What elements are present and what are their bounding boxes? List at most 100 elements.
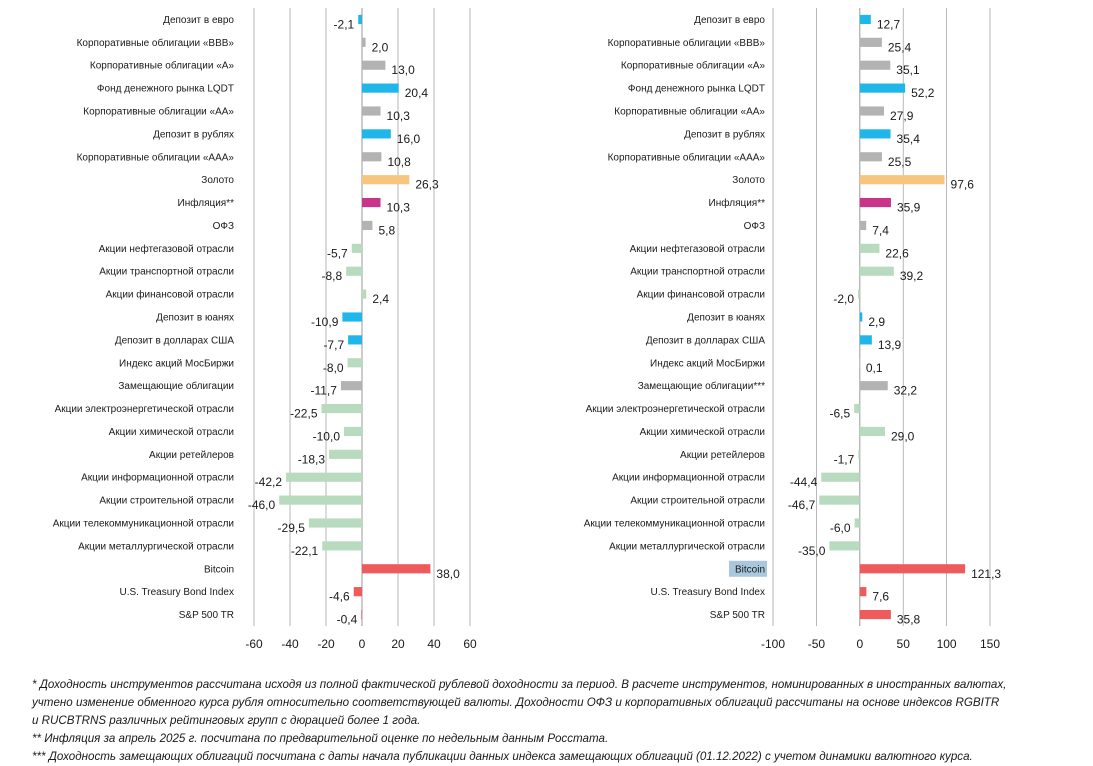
bar [859, 60, 891, 70]
value-label: -7,7 [323, 338, 344, 352]
category-label: Депозит в евро [694, 15, 765, 26]
category-label: Фонд денежного рынка LQDT [628, 84, 765, 95]
bar [362, 197, 381, 208]
value-label: -22,1 [291, 544, 319, 558]
value-label: -2,0 [833, 292, 854, 306]
value-label: 10,3 [387, 201, 411, 215]
category-highlight [729, 560, 767, 577]
category-label: Инфляция** [178, 197, 235, 209]
x-tick-label: 60 [463, 637, 477, 651]
x-tick-label: -100 [761, 637, 785, 651]
value-label: -35,0 [798, 544, 826, 558]
value-label: -6,0 [830, 521, 851, 535]
bar [859, 564, 966, 574]
bar [362, 152, 382, 162]
category-label: S&P 500 TR [179, 610, 234, 621]
category-label: Акции информационной отрасли [612, 472, 765, 484]
bar [329, 449, 362, 459]
value-label: -22,5 [290, 407, 318, 421]
footnote-line: *** Доходность замещающих облигаций посч… [32, 750, 973, 763]
category-label: Депозит в евро [163, 15, 234, 26]
bar [854, 403, 860, 414]
category-label: Корпоративные облигации «АА» [83, 106, 234, 118]
bar [859, 197, 891, 208]
bar [859, 243, 880, 253]
value-label: -0,4 [337, 613, 358, 627]
value-label: -44,4 [790, 475, 818, 489]
category-label: Инфляция** [709, 197, 766, 209]
bar [859, 83, 906, 93]
category-label: Акции металлургической отрасли [609, 541, 765, 552]
bar [362, 564, 431, 574]
bar [286, 472, 362, 482]
category-label: Золото [201, 175, 234, 186]
category-label: Акции электроэнергетической отрасли [55, 404, 234, 415]
x-tick-label: 100 [937, 637, 957, 651]
bar [344, 426, 362, 437]
category-label: Замещающие облигации*** [638, 380, 765, 392]
value-label: -10,0 [313, 429, 341, 443]
value-label: 13,9 [878, 338, 902, 352]
x-tick-label: -40 [281, 637, 299, 651]
value-label: 25,5 [888, 155, 912, 169]
category-label: Bitcoin [735, 564, 765, 575]
x-tick-label: 20 [391, 637, 405, 651]
bar [346, 266, 362, 276]
category-label: Корпоративные облигации «ААА» [77, 151, 235, 163]
x-tick-label: 50 [897, 637, 911, 651]
bar [819, 495, 860, 505]
footnotes: * Доходность инструментов рассчитана исх… [32, 676, 1072, 766]
category-label: Депозит в юанях [156, 313, 234, 324]
bar [859, 426, 885, 437]
value-label: 10,3 [387, 109, 411, 123]
value-label: 35,8 [897, 613, 921, 627]
value-label: -29,5 [278, 521, 306, 535]
bar [348, 335, 362, 345]
bar [859, 220, 867, 231]
charts-area: -60 -40 -20 0 20 40 60 Депозит в евро -2,1 Корпор… [53, 8, 1001, 651]
value-label: 97,6 [951, 178, 975, 192]
value-label: -11,7 [310, 384, 337, 398]
category-label: Акции ретейлеров [149, 450, 234, 461]
category-label: Золото [732, 175, 765, 186]
category-label: Депозит в долларах США [115, 335, 235, 346]
bar [353, 587, 362, 597]
category-label: Депозит в рублях [153, 128, 234, 140]
footnote-line: ** Инфляция за апрель 2025 г. посчитана … [32, 732, 609, 745]
value-label: 2,9 [868, 315, 885, 329]
value-label: 29,0 [891, 429, 915, 443]
value-label: 35,4 [897, 132, 921, 146]
value-label: 25,4 [888, 40, 912, 54]
x-tick-label: -60 [245, 637, 263, 651]
value-label: -6,5 [829, 407, 850, 421]
value-label: 26,3 [415, 178, 439, 192]
x-tick-label: 0 [359, 637, 366, 651]
bar [859, 152, 882, 162]
category-label: Корпоративные облигации «А» [90, 60, 235, 72]
bar [858, 289, 860, 299]
bar [859, 129, 891, 139]
value-label: -4,6 [329, 590, 350, 604]
bar [859, 381, 888, 391]
value-label: 52,2 [911, 86, 935, 100]
value-label: -46,7 [788, 498, 816, 512]
bar [854, 518, 860, 528]
value-label: 7,4 [872, 223, 889, 237]
value-label: 39,2 [900, 269, 924, 283]
value-label: 22,6 [885, 246, 909, 260]
category-label: Корпоративные облигации «АА» [614, 106, 765, 118]
bar [322, 541, 362, 551]
bar [340, 381, 362, 391]
bar [859, 587, 867, 597]
value-label: -46,0 [248, 498, 276, 512]
category-label: Корпоративные облигации «ААА» [608, 151, 766, 163]
bar [362, 37, 366, 47]
category-label: Индекс акций МосБиржи [650, 358, 765, 369]
category-label: Акции строительной отрасли [99, 496, 234, 507]
category-label: Акции финансовой отрасли [106, 289, 234, 301]
bar [859, 312, 863, 322]
bar [362, 83, 399, 93]
bar [362, 129, 391, 139]
value-label: 20,4 [405, 86, 429, 100]
value-label: 2,4 [372, 292, 389, 306]
